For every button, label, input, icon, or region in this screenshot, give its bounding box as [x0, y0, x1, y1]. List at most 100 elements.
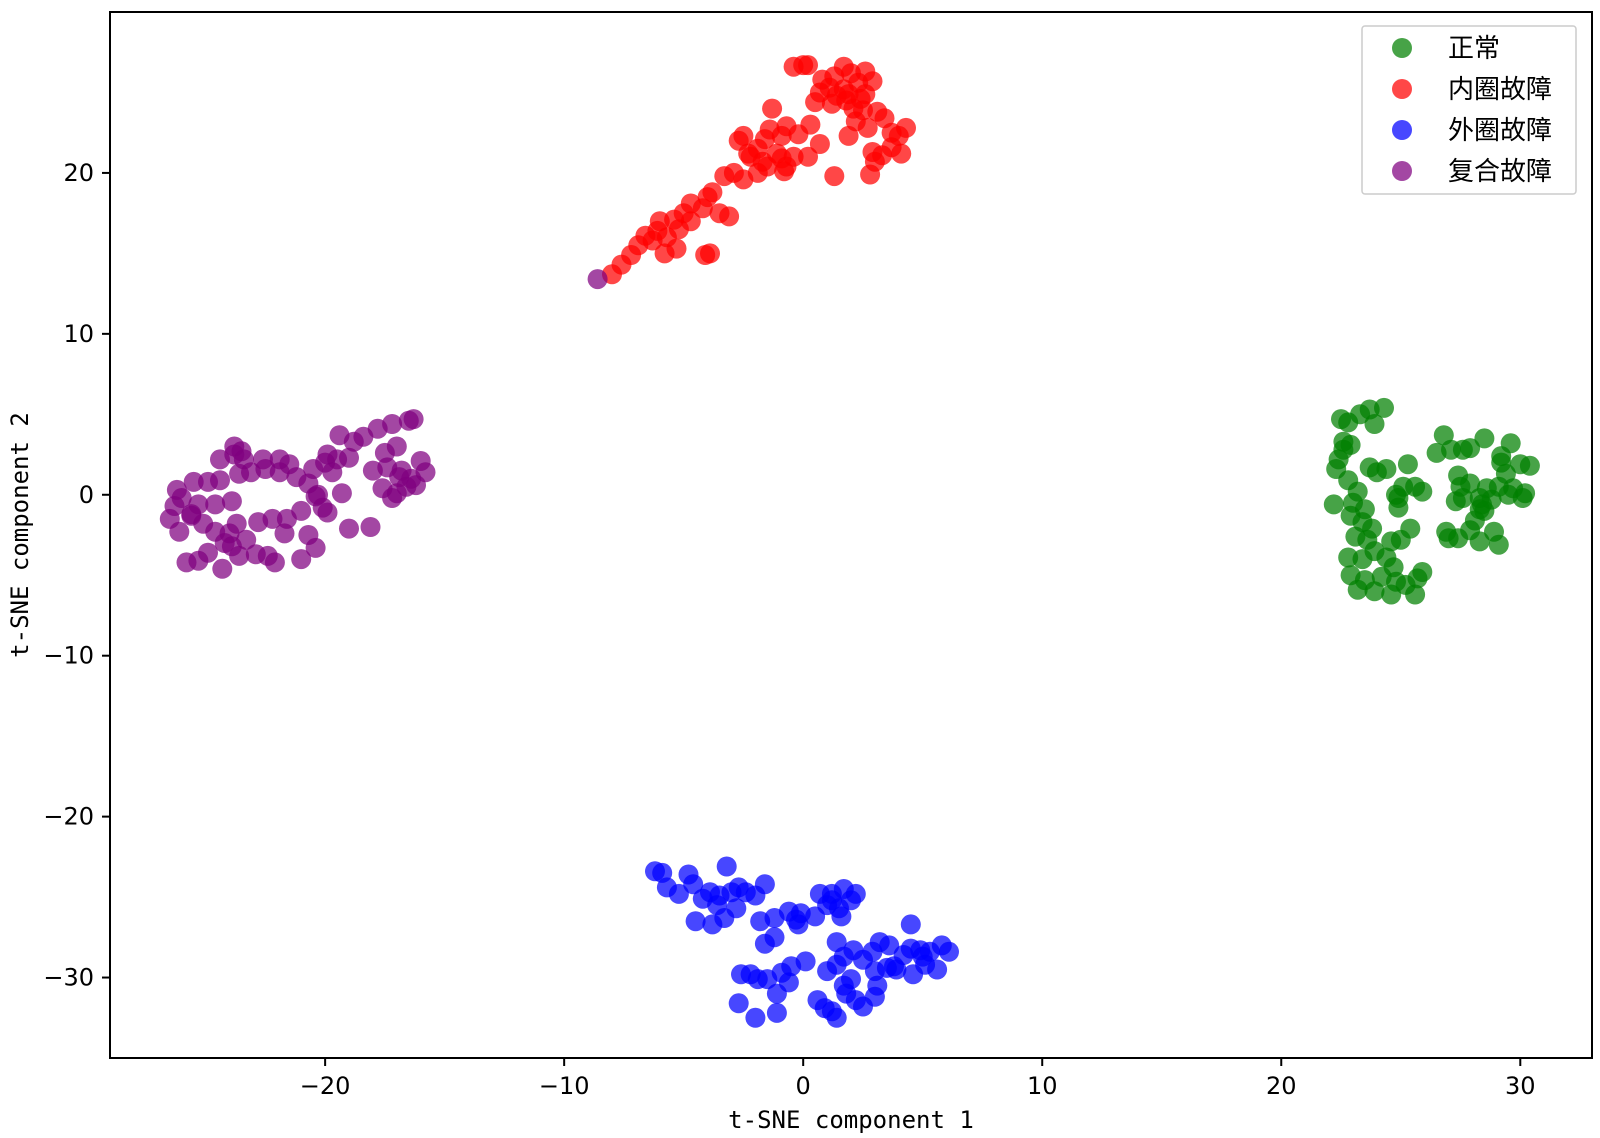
data-point — [1460, 473, 1481, 494]
data-point — [864, 986, 885, 1007]
data-point — [733, 125, 754, 146]
data-point — [362, 460, 383, 481]
legend-frame — [1361, 25, 1577, 195]
data-point — [1364, 581, 1385, 602]
legend-entry-label: 正常 — [1448, 34, 1500, 64]
data-point — [891, 143, 912, 164]
x-tick-label: 10 — [1027, 1072, 1058, 1100]
legend-entry-label: 内圈故障 — [1448, 75, 1552, 105]
y-axis-label: t-SNE component 2 — [6, 412, 34, 658]
plot-area-frame — [109, 11, 1593, 1059]
data-point — [1491, 452, 1512, 473]
data-point — [1381, 584, 1402, 605]
data-point — [798, 146, 818, 167]
data-point — [824, 166, 845, 187]
data-point — [248, 512, 269, 533]
data-point — [587, 269, 608, 290]
data-point — [826, 932, 847, 953]
data-point — [719, 206, 740, 227]
x-tick-label: 0 — [796, 1072, 811, 1100]
data-point — [257, 545, 278, 566]
data-point — [315, 452, 336, 473]
data-point — [1412, 562, 1433, 582]
data-point — [339, 447, 359, 468]
data-point — [766, 983, 787, 1004]
legend-marker — [1392, 38, 1412, 58]
data-point — [702, 182, 723, 203]
data-point — [1376, 459, 1397, 479]
data-point — [683, 874, 704, 895]
x-tick-label: 30 — [1505, 1072, 1536, 1100]
data-point — [331, 483, 352, 504]
data-point — [809, 134, 830, 154]
data-point — [745, 1007, 766, 1028]
data-point — [291, 549, 312, 570]
data-point — [166, 479, 187, 500]
data-point — [841, 969, 861, 990]
data-point — [1412, 481, 1433, 502]
data-point — [788, 914, 809, 935]
data-point — [403, 409, 424, 430]
data-point — [1436, 521, 1457, 542]
x-tick-label: −20 — [300, 1072, 351, 1100]
data-point — [821, 93, 842, 114]
data-point — [1498, 484, 1519, 505]
data-point — [910, 940, 931, 961]
data-point — [1400, 518, 1421, 539]
data-point — [360, 517, 381, 537]
data-point — [221, 491, 242, 512]
x-axis-ticks: −20 −10 0 10 20 30 — [300, 1058, 1536, 1100]
data-point — [857, 117, 878, 138]
data-point — [236, 529, 257, 550]
data-point — [838, 125, 859, 146]
data-point — [726, 898, 747, 919]
data-point — [685, 911, 706, 932]
data-point — [181, 504, 202, 525]
data-point — [855, 84, 876, 105]
data-point — [939, 941, 959, 962]
data-point — [226, 513, 247, 534]
data-point — [231, 441, 252, 462]
x-axis-label: t-SNE component 1 — [728, 1106, 974, 1134]
data-point — [793, 55, 814, 76]
data-point — [642, 230, 663, 251]
legend-marker — [1392, 120, 1412, 140]
data-point — [1397, 454, 1418, 475]
data-point — [229, 463, 250, 484]
data-point — [862, 142, 883, 162]
data-point — [754, 874, 775, 895]
data-point — [805, 92, 826, 113]
x-tick-label: −10 — [539, 1072, 590, 1100]
scatter-points-layer — [159, 55, 1540, 1028]
data-point — [329, 425, 350, 446]
data-point — [1488, 534, 1509, 555]
data-point — [817, 895, 838, 916]
x-tick-label: 20 — [1266, 1072, 1297, 1100]
data-point — [317, 502, 338, 523]
data-point — [838, 84, 859, 105]
data-point — [1364, 414, 1385, 434]
data-point — [702, 914, 723, 935]
data-point — [308, 484, 328, 505]
data-point — [214, 533, 235, 553]
data-point — [183, 471, 204, 492]
y-tick-label: 0 — [79, 481, 94, 509]
legend-entry-label: 复合故障 — [1448, 157, 1552, 187]
data-point — [716, 856, 737, 877]
data-point — [1460, 438, 1481, 459]
data-point — [386, 436, 407, 457]
data-point — [771, 148, 792, 169]
data-point — [680, 211, 701, 232]
y-tick-label: −20 — [43, 803, 94, 831]
data-point — [1340, 434, 1361, 455]
data-point — [903, 964, 924, 985]
data-point — [886, 959, 907, 980]
data-point — [382, 414, 403, 434]
data-point — [826, 1007, 847, 1028]
data-point — [795, 951, 816, 972]
data-point — [900, 914, 921, 935]
data-point — [382, 488, 403, 508]
